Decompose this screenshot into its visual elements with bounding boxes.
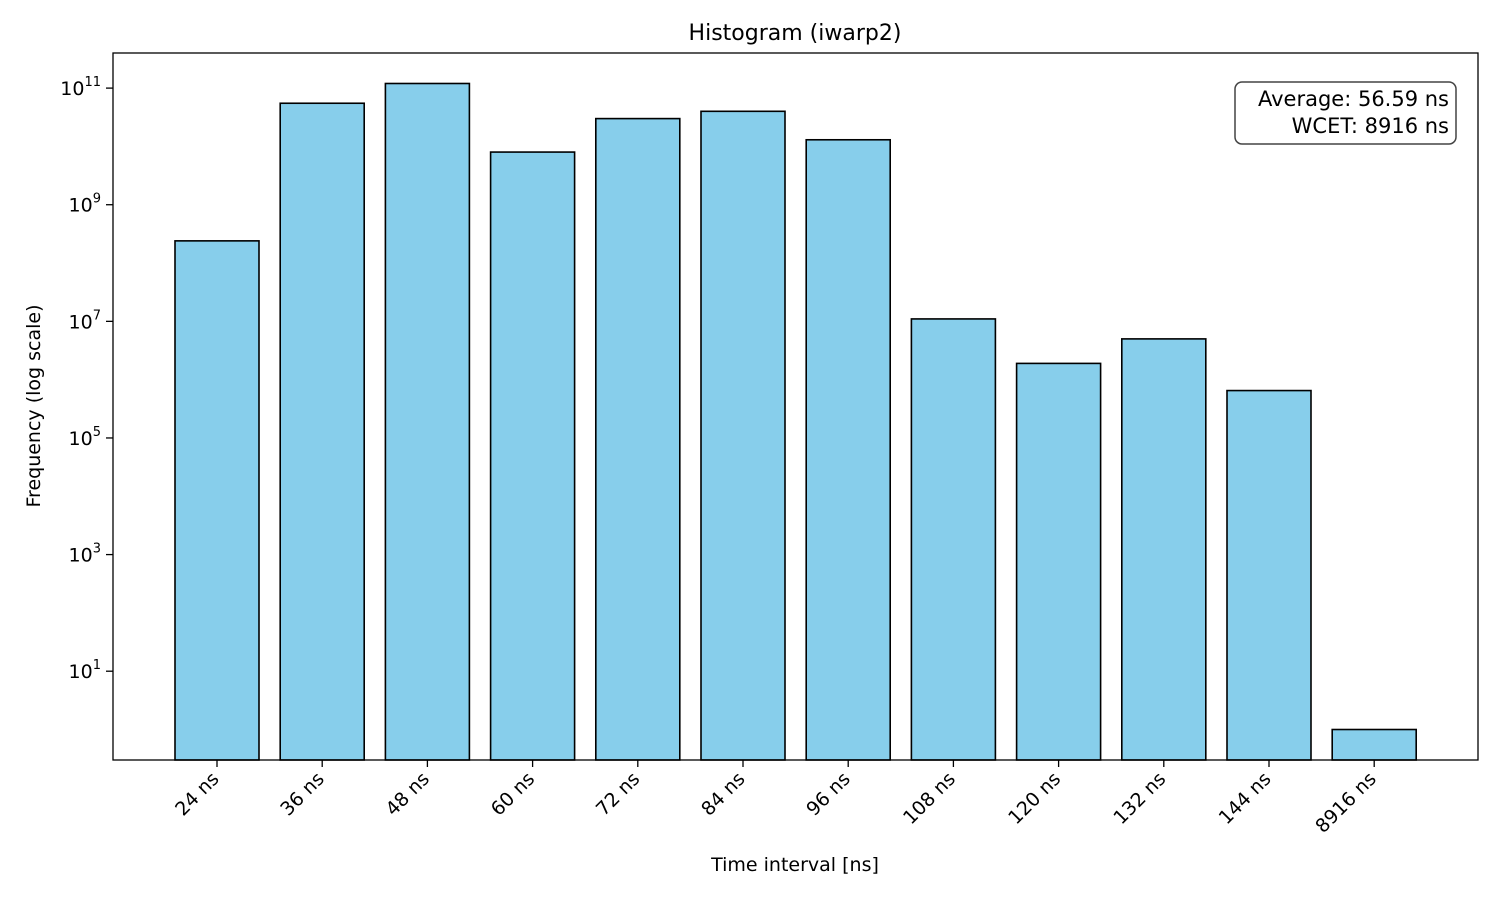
x-tick-label: 108 ns xyxy=(899,768,960,829)
y-tick-label: 103 xyxy=(69,542,101,567)
y-tick-label: 1011 xyxy=(60,75,101,100)
x-tick-label: 72 ns xyxy=(592,768,644,820)
y-tick-label: 107 xyxy=(69,308,101,333)
average-label: Average: 56.59 ns xyxy=(1258,87,1449,111)
bars-group xyxy=(174,82,1417,761)
x-tick-label: 96 ns xyxy=(802,768,854,820)
y-tick-label: 105 xyxy=(69,425,101,450)
bar-48-ns xyxy=(384,82,471,761)
stats-annotation-box: Average: 56.59 ns WCET: 8916 ns xyxy=(1234,81,1457,145)
x-tick-label: 36 ns xyxy=(276,768,328,820)
y-ticks-group: 101 103 105 107 109 1011 xyxy=(60,75,113,683)
y-axis-label: Frequency (log scale) xyxy=(23,305,45,508)
y-tick-label: 101 xyxy=(69,658,101,683)
wcet-label: WCET: 8916 ns xyxy=(1292,114,1449,138)
plot-frame xyxy=(112,52,1479,761)
x-ticks-group: 24 ns 36 ns 48 ns 60 ns 72 ns 84 ns 96 ns 108 n… xyxy=(171,760,1381,838)
bar-72-ns xyxy=(594,117,681,761)
x-tick-label: 120 ns xyxy=(1004,768,1065,829)
x-tick-label: 24 ns xyxy=(171,768,223,820)
x-tick-label: 144 ns xyxy=(1215,768,1276,829)
bar-8916-ns xyxy=(1331,728,1417,761)
x-tick-label: 132 ns xyxy=(1109,768,1170,829)
bar-84-ns xyxy=(700,110,786,761)
bar-120-ns xyxy=(1015,362,1102,761)
bar-144-ns xyxy=(1226,389,1312,761)
x-axis-label: Time interval [ns] xyxy=(710,854,879,876)
bar-108-ns xyxy=(910,318,997,761)
bar-60-ns xyxy=(489,151,576,761)
bar-24-ns xyxy=(174,240,260,761)
x-tick-label: 60 ns xyxy=(487,768,539,820)
x-tick-label: 48 ns xyxy=(381,768,433,820)
x-tick-label: 84 ns xyxy=(697,768,749,820)
bar-96-ns xyxy=(805,138,892,761)
y-tick-label: 109 xyxy=(69,192,101,217)
bar-36-ns xyxy=(279,102,366,761)
chart-title: Histogram (iwarp2) xyxy=(689,21,902,46)
annotation-frame xyxy=(1234,81,1457,145)
x-tick-label: 8916 ns xyxy=(1311,768,1381,838)
bar-132-ns xyxy=(1121,338,1207,761)
